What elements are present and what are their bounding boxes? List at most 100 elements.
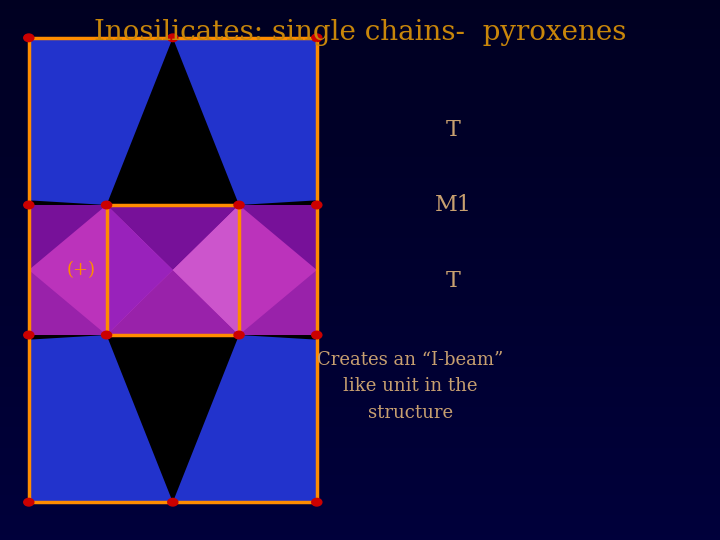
- Bar: [0, 263, 720, 270]
- Bar: [0, 47, 720, 54]
- Bar: [0, 249, 720, 256]
- Circle shape: [312, 34, 322, 42]
- Bar: [0, 27, 720, 33]
- Bar: [0, 534, 720, 540]
- Bar: [0, 526, 720, 534]
- Bar: [0, 256, 720, 263]
- Circle shape: [24, 331, 34, 339]
- Circle shape: [102, 331, 112, 339]
- Bar: [0, 202, 720, 209]
- Bar: [0, 40, 720, 47]
- Bar: [0, 372, 720, 378]
- Bar: [0, 392, 720, 399]
- Bar: [0, 20, 720, 27]
- Bar: [0, 33, 720, 40]
- Bar: [0, 102, 720, 108]
- Bar: [0, 237, 720, 243]
- Circle shape: [24, 498, 34, 506]
- Bar: [0, 492, 720, 500]
- Bar: [0, 141, 720, 149]
- Polygon shape: [29, 335, 173, 502]
- Bar: [0, 310, 720, 317]
- Bar: [0, 324, 720, 330]
- Polygon shape: [29, 38, 317, 502]
- Circle shape: [102, 201, 112, 209]
- Bar: [0, 148, 720, 156]
- Bar: [0, 303, 720, 310]
- Bar: [0, 222, 720, 230]
- Bar: [0, 338, 720, 345]
- Circle shape: [168, 498, 178, 506]
- Bar: [0, 317, 720, 324]
- Bar: [0, 465, 720, 472]
- Text: Inosilicates: single chains-  pyroxenes: Inosilicates: single chains- pyroxenes: [94, 19, 626, 46]
- Bar: [0, 384, 720, 391]
- Polygon shape: [173, 335, 317, 502]
- Bar: [0, 486, 720, 492]
- Bar: [0, 276, 720, 284]
- Bar: [0, 507, 720, 513]
- Text: M1: M1: [435, 194, 472, 216]
- Bar: [0, 446, 720, 453]
- Bar: [0, 270, 720, 276]
- Bar: [0, 513, 720, 519]
- Bar: [0, 87, 720, 94]
- Bar: [0, 453, 720, 459]
- Bar: [0, 54, 720, 60]
- Circle shape: [24, 201, 34, 209]
- Polygon shape: [239, 205, 317, 270]
- Text: Creates an “I-beam”
like unit in the
structure: Creates an “I-beam” like unit in the str…: [318, 351, 503, 422]
- Bar: [0, 432, 720, 438]
- Polygon shape: [173, 38, 317, 205]
- Circle shape: [168, 34, 178, 42]
- Bar: [0, 357, 720, 364]
- Polygon shape: [29, 270, 107, 335]
- Circle shape: [24, 34, 34, 42]
- Bar: [0, 162, 720, 168]
- Bar: [0, 216, 720, 222]
- Bar: [0, 480, 720, 486]
- Bar: [0, 297, 720, 303]
- Polygon shape: [107, 205, 239, 335]
- Bar: [0, 168, 720, 176]
- Circle shape: [312, 498, 322, 506]
- Text: T: T: [446, 119, 461, 140]
- Polygon shape: [29, 38, 173, 205]
- Bar: [0, 81, 720, 87]
- Polygon shape: [107, 270, 239, 335]
- Circle shape: [234, 331, 244, 339]
- Bar: [0, 345, 720, 351]
- Circle shape: [312, 331, 322, 339]
- Bar: [0, 6, 720, 14]
- Bar: [0, 122, 720, 128]
- Bar: [0, 405, 720, 411]
- Bar: [0, 459, 720, 465]
- Circle shape: [312, 201, 322, 209]
- Bar: [0, 500, 720, 507]
- Bar: [0, 115, 720, 122]
- Bar: [0, 364, 720, 372]
- Polygon shape: [107, 205, 173, 335]
- Bar: [0, 14, 720, 20]
- Bar: [0, 330, 720, 338]
- Bar: [0, 60, 720, 68]
- Bar: [0, 156, 720, 162]
- Bar: [0, 94, 720, 102]
- Bar: [0, 68, 720, 74]
- Polygon shape: [239, 270, 317, 335]
- Bar: [0, 472, 720, 480]
- Bar: [0, 351, 720, 357]
- Bar: [0, 176, 720, 183]
- Bar: [0, 230, 720, 237]
- Text: (+): (+): [66, 261, 95, 279]
- Bar: [0, 189, 720, 195]
- Bar: [0, 426, 720, 432]
- Bar: [0, 438, 720, 445]
- Text: T: T: [446, 270, 461, 292]
- Bar: [0, 519, 720, 526]
- Circle shape: [234, 201, 244, 209]
- Bar: [0, 135, 720, 141]
- Bar: [0, 411, 720, 418]
- Bar: [0, 0, 720, 6]
- Polygon shape: [29, 205, 107, 270]
